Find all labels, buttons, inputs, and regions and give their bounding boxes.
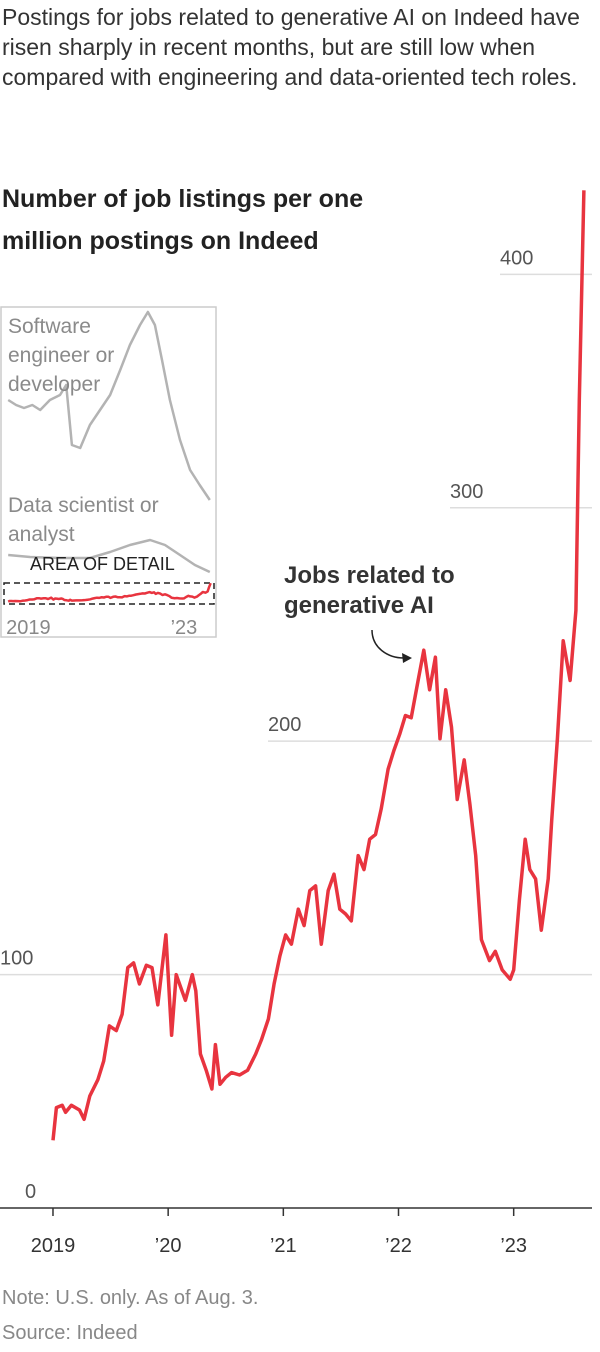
chart-title: Number of job listings per one million p… bbox=[2, 185, 364, 255]
inset-label: Data scientist or analyst bbox=[8, 494, 159, 546]
inset-line bbox=[7, 310, 211, 501]
y-tick-label: 0 bbox=[25, 1181, 36, 1203]
arrow-head bbox=[402, 653, 412, 663]
inset-label: Software engineer or developer bbox=[8, 315, 115, 396]
series-annotation: Jobs related to generative AI bbox=[284, 562, 455, 619]
y-tick-label: 400 bbox=[500, 247, 533, 269]
x-tick-label: ’22 bbox=[385, 1235, 412, 1257]
inset-x-tick-label: 2019 bbox=[6, 617, 51, 639]
note: Note: U.S. only. As of Aug. 3. bbox=[2, 1287, 259, 1309]
inset-line bbox=[8, 538, 211, 574]
subtitle: Postings for jobs related to generative … bbox=[2, 4, 580, 90]
inset-detail-line bbox=[7, 582, 212, 603]
area-of-detail-box bbox=[3, 582, 215, 605]
x-tick-label: ’20 bbox=[155, 1235, 182, 1257]
series-line bbox=[51, 190, 586, 1141]
y-tick-label: 100 bbox=[0, 948, 33, 970]
source: Source: Indeed bbox=[2, 1322, 138, 1344]
y-tick-label: 200 bbox=[268, 714, 301, 736]
y-tick-label: 300 bbox=[450, 481, 483, 503]
inset-x-tick-label: ’23 bbox=[171, 617, 198, 639]
inset-annotation: AREA OF DETAIL bbox=[30, 554, 175, 574]
x-tick-label: ’21 bbox=[270, 1235, 297, 1257]
x-tick-label: 2019 bbox=[31, 1235, 76, 1257]
x-tick-label: ’23 bbox=[500, 1235, 527, 1257]
annotation-arrow bbox=[371, 629, 405, 659]
inset-frame bbox=[0, 306, 217, 638]
